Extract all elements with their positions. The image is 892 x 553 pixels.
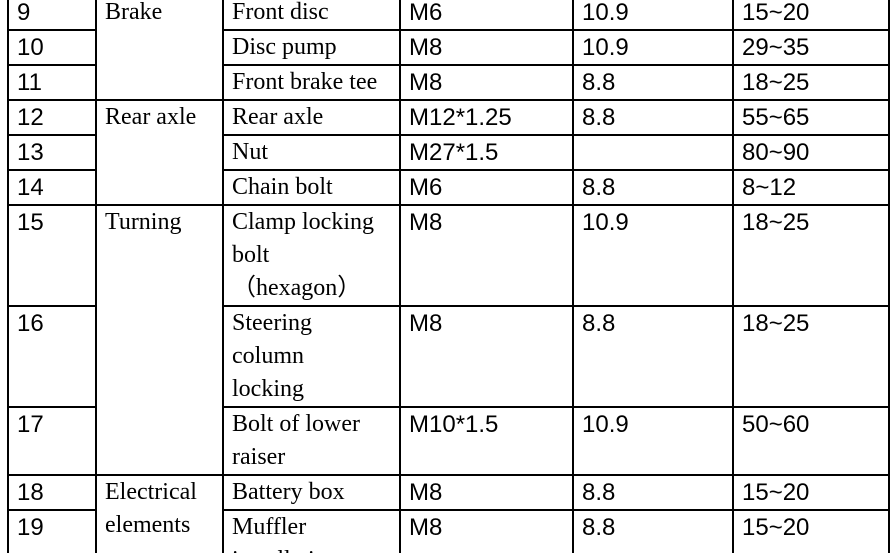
- part-name-cell: Chain bolt: [222, 169, 401, 206]
- category-cell: Turning: [95, 204, 224, 476]
- category-cell: Electrical elements: [95, 474, 224, 553]
- row-number-cell: 17: [7, 406, 97, 476]
- row-number-cell: 19: [7, 509, 97, 553]
- row-number-cell: 15: [7, 204, 97, 307]
- part-name-cell: Battery box: [222, 474, 401, 511]
- torque-cell: 29~35: [732, 29, 890, 66]
- table-row: 15 Turning Clamp locking bolt （hexagon） …: [7, 204, 890, 476]
- part-name-cell: Muffler installation: [222, 509, 401, 553]
- torque-cell: 15~20: [732, 509, 890, 553]
- thread-spec-cell: M8: [399, 474, 574, 511]
- grade-cell: 8.8: [572, 99, 734, 136]
- part-name-cell: Clamp locking bolt （hexagon）: [222, 204, 401, 307]
- torque-cell: 50~60: [732, 406, 890, 476]
- grade-cell: [572, 134, 734, 171]
- thread-spec-cell: M6: [399, 169, 574, 206]
- part-name-cell: Disc pump: [222, 29, 401, 66]
- torque-cell: 18~25: [732, 204, 890, 307]
- thread-spec-cell: M12*1.25: [399, 99, 574, 136]
- table-row: 19 Muffler installation M8 8.8 15~20: [7, 509, 890, 553]
- part-name-cell: Steering column locking: [222, 305, 401, 408]
- part-name-cell: Rear axle: [222, 99, 401, 136]
- table-row: 17 Bolt of lower raiser M10*1.5 10.9 50~…: [7, 406, 890, 476]
- thread-spec-cell: M10*1.5: [399, 406, 574, 476]
- grade-cell: 10.9: [572, 204, 734, 307]
- table-row: 10 Disc pump M8 10.9 29~35: [7, 29, 890, 66]
- table-row: 18 Electrical elements Battery box M8 8.…: [7, 474, 890, 553]
- grade-cell: 10.9: [572, 0, 734, 31]
- torque-cell: 8~12: [732, 169, 890, 206]
- grade-cell: 8.8: [572, 64, 734, 101]
- grade-cell: 8.8: [572, 169, 734, 206]
- thread-spec-cell: M8: [399, 509, 574, 553]
- thread-spec-cell: M8: [399, 204, 574, 307]
- row-number-cell: 16: [7, 305, 97, 408]
- torque-cell: 55~65: [732, 99, 890, 136]
- table-row: 16 Steering column locking M8 8.8 18~25: [7, 305, 890, 408]
- grade-cell: 10.9: [572, 406, 734, 476]
- grade-cell: 8.8: [572, 474, 734, 511]
- thread-spec-cell: M8: [399, 305, 574, 408]
- row-number-cell: 18: [7, 474, 97, 511]
- torque-spec-table: 9 Brake Front disc M6 10.9 15~20 10 Disc…: [7, 0, 890, 553]
- part-name-cell: Bolt of lower raiser: [222, 406, 401, 476]
- table-row: 13 Nut M27*1.5 80~90: [7, 134, 890, 171]
- row-number-cell: 12: [7, 99, 97, 136]
- part-name-cell: Nut: [222, 134, 401, 171]
- grade-cell: 8.8: [572, 509, 734, 553]
- thread-spec-cell: M6: [399, 0, 574, 31]
- part-name-cell: Front disc: [222, 0, 401, 31]
- table-row: 14 Chain bolt M6 8.8 8~12: [7, 169, 890, 206]
- thread-spec-cell: M27*1.5: [399, 134, 574, 171]
- thread-spec-cell: M8: [399, 29, 574, 66]
- grade-cell: 10.9: [572, 29, 734, 66]
- row-number-cell: 13: [7, 134, 97, 171]
- table-row: 9 Brake Front disc M6 10.9 15~20: [7, 0, 890, 101]
- torque-cell: 15~20: [732, 0, 890, 31]
- torque-cell: 80~90: [732, 134, 890, 171]
- row-number-cell: 10: [7, 29, 97, 66]
- table-row: 12 Rear axle Rear axle M12*1.25 8.8 55~6…: [7, 99, 890, 206]
- grade-cell: 8.8: [572, 305, 734, 408]
- row-number-cell: 11: [7, 64, 97, 101]
- torque-cell: 18~25: [732, 305, 890, 408]
- part-name-cell: Front brake tee: [222, 64, 401, 101]
- row-number-cell: 14: [7, 169, 97, 206]
- category-cell: Rear axle: [95, 99, 224, 206]
- torque-cell: 15~20: [732, 474, 890, 511]
- row-number-cell: 9: [7, 0, 97, 31]
- thread-spec-cell: M8: [399, 64, 574, 101]
- category-cell: Brake: [95, 0, 224, 101]
- torque-cell: 18~25: [732, 64, 890, 101]
- table-row: 11 Front brake tee M8 8.8 18~25: [7, 64, 890, 101]
